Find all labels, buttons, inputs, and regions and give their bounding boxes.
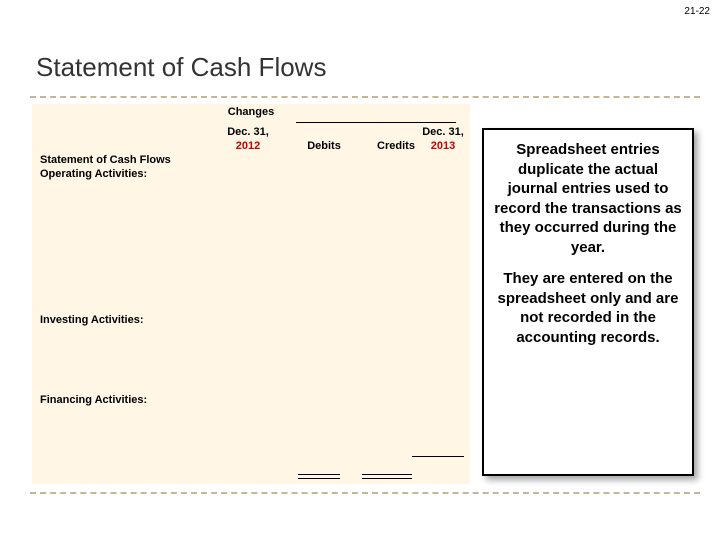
callout-paragraph-1: Spreadsheet entries duplicate the actual… [492, 140, 684, 257]
slide: 21-22 Statement of Cash Flows Changes De… [0, 0, 720, 540]
col-header-year-2013: 2013 [416, 140, 470, 152]
row-financing-activities: Financing Activities: [40, 394, 147, 406]
row-statement-header: Statement of Cash Flows [40, 154, 171, 166]
row-operating-activities: Operating Activities: [40, 168, 147, 180]
total-underline-1 [412, 456, 464, 457]
divider-top [30, 96, 700, 98]
changes-header: Changes [32, 106, 470, 118]
spreadsheet-table: Changes Dec. 31, 2012 Debits Credits Dec… [32, 104, 470, 484]
col-header-dec-2012: Dec. 31, [218, 126, 278, 138]
col-header-debits: Debits [294, 140, 354, 152]
slide-title: Statement of Cash Flows [36, 52, 326, 83]
row-investing-activities: Investing Activities: [40, 314, 144, 326]
total-double-underline-1 [298, 478, 340, 479]
total-double-underline-2 [362, 478, 412, 479]
col-header-dec-2013: Dec. 31, [416, 126, 470, 138]
page-number: 21-22 [684, 6, 710, 17]
total-underline-2 [298, 474, 340, 475]
col-header-year-2012: 2012 [218, 140, 278, 152]
total-underline-3 [362, 474, 412, 475]
info-callout-box: Spreadsheet entries duplicate the actual… [482, 128, 694, 476]
divider-bottom [30, 492, 700, 494]
changes-underline [296, 122, 456, 123]
callout-paragraph-2: They are entered on the spreadsheet only… [492, 269, 684, 347]
